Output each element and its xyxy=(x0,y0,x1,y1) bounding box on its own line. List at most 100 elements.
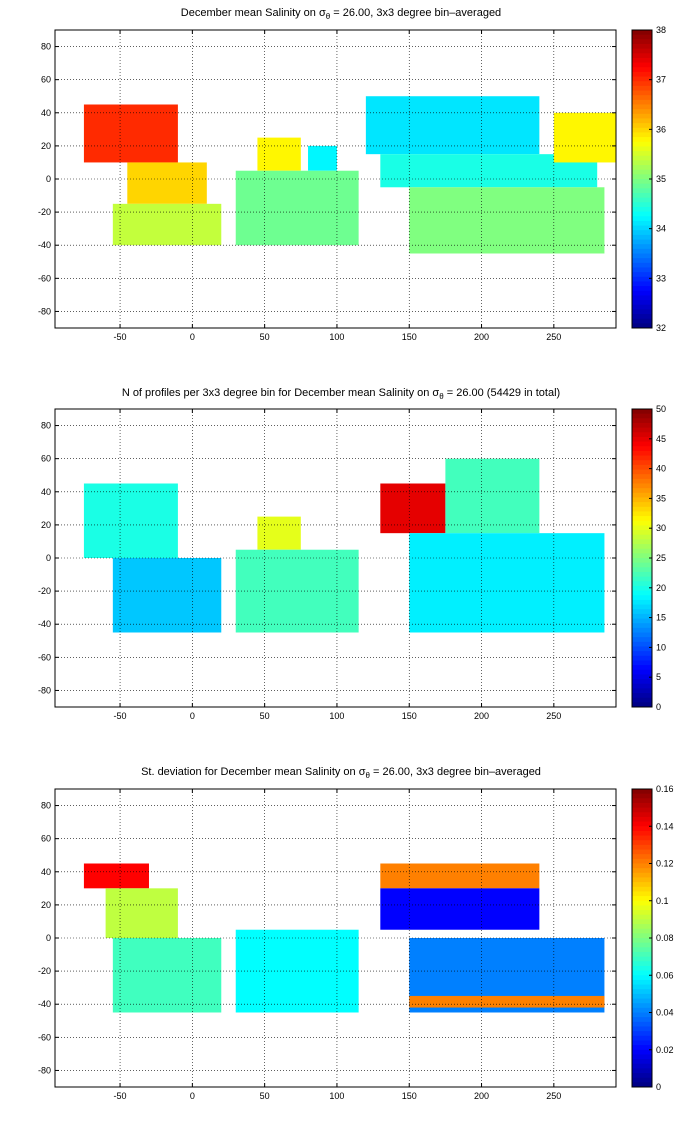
colorbar-segment xyxy=(632,1073,652,1079)
colorbar-segment xyxy=(632,965,652,972)
colorbar-segment xyxy=(632,553,652,559)
colorbar-segment xyxy=(632,882,652,888)
colorbar-segment xyxy=(632,450,652,457)
y-tick-label: -40 xyxy=(38,619,51,629)
colorbar-segment xyxy=(632,623,652,629)
colorbar-segment xyxy=(632,947,652,953)
colorbar-segment xyxy=(632,1007,652,1013)
colorbar-segment xyxy=(632,151,652,157)
colorbar-segment xyxy=(632,197,652,203)
data-region-tropical-atlantic xyxy=(127,162,207,204)
colorbar-segment xyxy=(632,239,652,245)
colorbar-segment xyxy=(632,669,652,675)
data-region-south-atlantic xyxy=(112,558,222,633)
x-tick-label: 0 xyxy=(190,1091,195,1101)
colorbar-segment xyxy=(632,492,652,498)
x-tick-label: 0 xyxy=(190,711,195,721)
colorbar-segment xyxy=(632,1082,652,1088)
colorbar-segment xyxy=(632,95,652,101)
colorbar-segment xyxy=(632,248,652,254)
colorbar-segment xyxy=(632,998,652,1004)
x-tick-label: 200 xyxy=(474,1091,489,1101)
colorbar-segment xyxy=(632,802,652,809)
y-tick-label: 40 xyxy=(41,487,51,497)
colorbar-segment xyxy=(632,62,652,68)
colorbar-segment xyxy=(632,544,652,550)
y-tick-label: -60 xyxy=(38,652,51,662)
y-tick-label: -80 xyxy=(38,685,51,695)
data-region-north-atlantic-subtropical xyxy=(83,104,178,163)
colorbar-segment xyxy=(632,165,652,171)
colorbar-segment xyxy=(632,1059,652,1065)
colorbar-segment xyxy=(632,137,652,143)
colorbar-segment xyxy=(632,225,652,231)
colorbar-segment xyxy=(632,474,652,480)
colorbar-segment xyxy=(632,679,652,685)
colorbar-segment xyxy=(632,821,652,827)
colorbar-segment xyxy=(632,290,652,296)
colorbar-tick-label: 0.04 xyxy=(656,1008,674,1018)
colorbar-segment xyxy=(632,872,652,878)
colorbar-segment xyxy=(632,1021,652,1027)
colorbar-tick-label: 0.1 xyxy=(656,896,669,906)
colorbar-segment xyxy=(632,244,652,250)
colorbar-segment xyxy=(632,641,652,647)
colorbar-tick-label: 30 xyxy=(656,523,666,533)
y-tick-label: 40 xyxy=(41,108,51,118)
colorbar-segment xyxy=(632,863,652,869)
colorbar-segment xyxy=(632,57,652,64)
colorbar-segment xyxy=(632,951,652,958)
colorbar-tick-label: 45 xyxy=(656,434,666,444)
colorbar-segment xyxy=(632,483,652,489)
colorbar-segment xyxy=(632,230,652,236)
colorbar-segment xyxy=(632,155,652,161)
data-region-north-atlantic xyxy=(83,483,178,558)
colorbar-tick-label: 34 xyxy=(656,224,666,234)
colorbar-segment xyxy=(632,697,652,703)
colorbar-segment xyxy=(632,970,652,976)
colorbar-segment xyxy=(632,905,652,911)
data-region-north-pacific xyxy=(445,458,540,534)
data-region-gulf-stream xyxy=(83,863,149,889)
colorbar-segment xyxy=(632,141,652,147)
colorbar-tick-label: 0 xyxy=(656,1082,661,1092)
colorbar-segment xyxy=(632,1035,652,1041)
colorbar-segment xyxy=(632,975,652,981)
x-tick-label: 250 xyxy=(546,711,561,721)
colorbar-tick-label: 0.02 xyxy=(656,1045,674,1055)
colorbar-segment xyxy=(632,854,652,860)
colorbar-segment xyxy=(632,868,652,874)
colorbar-tick-label: 10 xyxy=(656,642,666,652)
colorbar-segment xyxy=(632,993,652,1000)
colorbar-segment xyxy=(632,267,652,273)
colorbar-segment xyxy=(632,253,652,259)
colorbar-segment xyxy=(632,567,652,573)
y-tick-label: 60 xyxy=(41,834,51,844)
colorbar-segment xyxy=(632,127,652,133)
colorbar-segment xyxy=(632,910,652,916)
colorbar-tick-label: 0 xyxy=(656,702,661,712)
colorbar-segment xyxy=(632,520,652,526)
colorbar-tick-label: 25 xyxy=(656,553,666,563)
data-region-north-pacific xyxy=(365,96,540,155)
colorbar-segment xyxy=(632,318,652,324)
colorbar-segment xyxy=(632,581,652,587)
colorbar-segment xyxy=(632,455,652,461)
y-tick-label: 0 xyxy=(46,553,51,563)
colorbar-segment xyxy=(632,43,652,50)
colorbar-segment xyxy=(632,789,652,795)
data-region-northwest-pacific xyxy=(380,483,446,534)
data-region-bay-of-bengal xyxy=(308,145,337,171)
colorbar-segment xyxy=(632,632,652,638)
colorbar-segment xyxy=(632,262,652,268)
y-tick-label: 80 xyxy=(41,801,51,811)
colorbar-segment xyxy=(632,849,652,855)
colorbar-segment xyxy=(632,613,652,620)
y-tick-label: 60 xyxy=(41,454,51,464)
colorbar-segment xyxy=(632,798,652,804)
colorbar-tick-label: 33 xyxy=(656,273,666,283)
data-region-indian-ocean xyxy=(235,170,359,246)
x-tick-label: 150 xyxy=(402,711,417,721)
colorbar-segment xyxy=(632,665,652,671)
colorbar-segment xyxy=(632,418,652,424)
